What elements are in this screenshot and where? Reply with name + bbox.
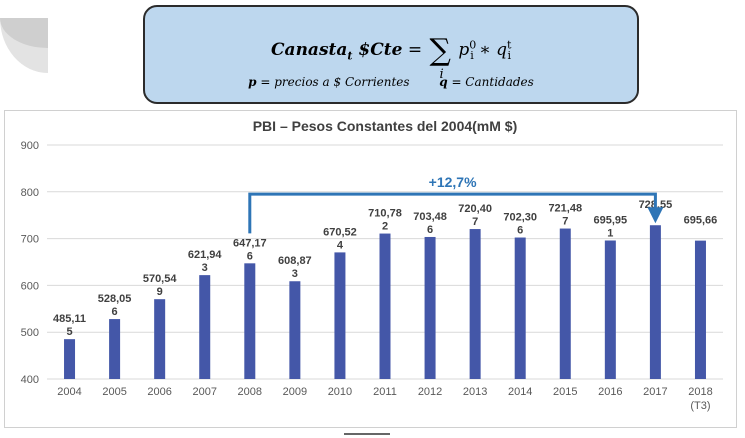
formula-equation: Canastat $Cte = ∑ i p0i ∗ qti [145,33,637,82]
formula-term-q-sup: t [507,38,512,52]
formula-sum-index: i [439,67,444,82]
data-label: 703,48 [413,211,447,223]
bar [199,275,211,379]
formula-lhs-sub: t [347,49,353,63]
formula-term-p-sub: i [470,49,474,63]
pbi-chart: PBI – Pesos Constantes del 2004(mM $) 400… [21,118,723,412]
bar [604,240,616,379]
bar [109,319,121,379]
data-label: 647,17 [233,237,267,249]
x-tick-label: 2013 [463,386,487,398]
formula-lhs-suffix: $Cte [358,40,403,60]
data-label-suffix: 6 [517,225,523,237]
def-p-symbol: p [248,75,257,89]
bar [334,252,346,379]
data-label-suffix: 7 [472,216,478,228]
formula-operator: ∗ [479,40,491,60]
def-p-text: = precios a $ Corrientes [256,75,410,89]
formula-term-p: p [458,40,470,60]
x-tick-label: 2005 [102,386,126,398]
data-label: 695,66 [684,215,718,227]
bar [424,236,436,379]
y-tick-label: 500 [21,327,39,339]
formula-box: Canastat $Cte = ∑ i p0i ∗ qti p = precios… [143,5,639,104]
corner-decoration [0,18,48,73]
x-tick-label: 2006 [147,386,171,398]
x-tick-label: 2018 [688,386,712,398]
bar [514,237,526,379]
bar [649,225,661,379]
x-tick-label: 2017 [643,386,667,398]
data-label-suffix: 2 [382,221,388,233]
y-tick-label: 600 [21,280,39,292]
formula-definitions: p = precios a $ Corrientes q = Cantidade… [145,75,637,89]
x-tick-label: 2008 [238,386,262,398]
data-label: 721,48 [548,203,582,215]
data-label: 608,87 [278,255,312,267]
bar [469,229,481,379]
data-label-suffix: 3 [292,268,298,280]
x-tick-label: 2004 [57,386,81,398]
data-label-suffix: 1 [607,227,613,239]
x-tick-label: 2016 [598,386,622,398]
bar [379,233,391,379]
formula-lhs: Canasta [271,40,348,60]
data-label-suffix: 6 [247,250,253,262]
x-tick-label: 2012 [418,386,442,398]
bottom-divider [344,433,390,435]
data-label-suffix: 7 [562,216,568,228]
sum-icon: ∑ [429,33,451,68]
data-label: 670,52 [323,226,357,238]
data-label-suffix: 9 [157,286,163,298]
data-label-suffix: 4 [337,239,344,251]
y-tick-label: 700 [21,234,39,246]
bar [244,263,256,379]
x-tick-label: 2009 [283,386,307,398]
x-tick-label: 2010 [328,386,352,398]
data-label: 720,40 [458,203,492,215]
def-q-text: = Cantidades [447,75,534,89]
bar [64,339,76,379]
growth-bracket [248,192,657,234]
bar [289,281,301,379]
x-tick-label: 2011 [373,386,397,398]
chart-title: PBI – Pesos Constantes del 2004(mM $) [253,118,518,134]
bar [559,228,571,379]
x-tick-sublabel: (T3) [690,400,710,412]
formula-term-p-sup: 0 [469,38,477,52]
data-label-suffix: 3 [202,262,208,274]
x-tick-label: 2015 [553,386,577,398]
formula-term-q-sub: i [507,49,511,63]
y-tick-label: 900 [21,140,39,152]
data-label: 570,54 [143,273,178,285]
data-label: 710,78 [368,208,402,220]
y-tick-label: 400 [21,374,39,386]
growth-arrow-icon [647,207,664,224]
data-label: 528,05 [98,293,132,305]
data-label-suffix: 6 [427,224,433,236]
data-label: 621,94 [188,249,223,261]
y-tick-label: 800 [21,187,39,199]
formula-term-q: q [496,40,508,60]
x-tick-label: 2007 [192,386,216,398]
formula-equals: = [407,40,423,60]
data-label-suffix: 6 [112,306,118,318]
chart-frame: PBI – Pesos Constantes del 2004(mM $) 400… [4,110,737,428]
data-label-suffix: 5 [66,326,72,338]
data-label: 485,11 [53,313,86,325]
bar [694,240,706,379]
bar [154,299,166,379]
data-label: 695,95 [594,214,628,226]
data-label: 702,30 [503,212,537,224]
def-q-symbol: q [439,75,448,89]
x-tick-label: 2014 [508,386,532,398]
growth-annotation: +12,7% [429,174,477,190]
